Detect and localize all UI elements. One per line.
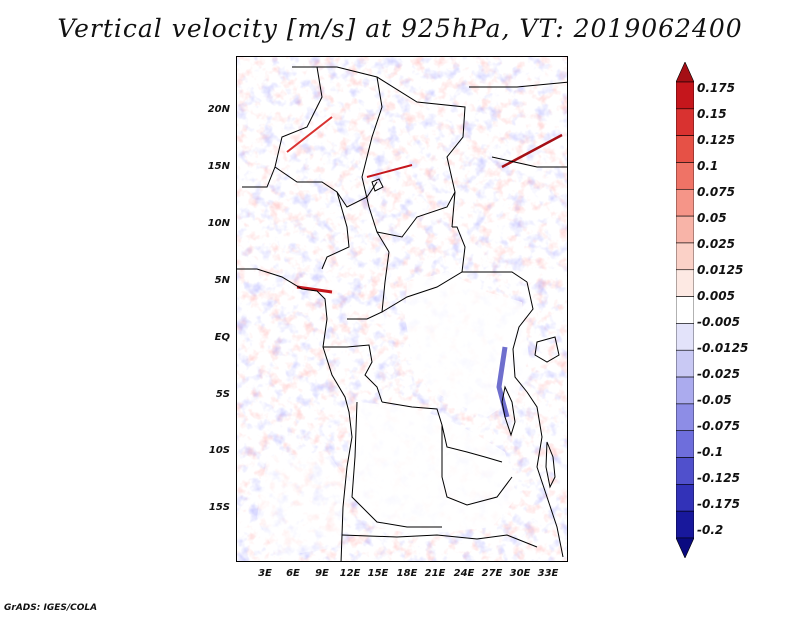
border — [323, 344, 383, 403]
map-plot-area — [236, 56, 568, 562]
lon-tick-label: 15E — [367, 568, 389, 579]
lake-tanganyika — [501, 385, 516, 437]
lon-tick-label: 6E — [286, 568, 300, 579]
lat-tick-label: 15N — [207, 161, 230, 172]
colorbar-label: -0.1 — [697, 445, 724, 459]
colorbar-cell — [676, 215, 694, 244]
lat-tick-label: 15S — [208, 502, 230, 513]
grads-credit: GrADS: IGES/COLA — [4, 603, 98, 613]
border — [381, 401, 503, 463]
colorbar-cell — [676, 188, 694, 217]
convergence-streak — [366, 164, 413, 178]
border — [376, 191, 456, 238]
colorbar-cell — [676, 323, 694, 351]
colorbar-label: -0.0125 — [697, 341, 749, 355]
lon-tick-label: 3E — [258, 568, 272, 579]
colorbar-cell — [676, 269, 694, 297]
lon-tick-label: 21E — [424, 568, 446, 579]
colorbar-label: -0.05 — [697, 393, 732, 407]
country-borders — [237, 66, 567, 561]
lat-tick-label: EQ — [214, 332, 230, 343]
colorbar-label: 0.05 — [697, 211, 727, 225]
colorbar — [676, 62, 694, 558]
colorbar-cell — [676, 81, 694, 110]
border — [351, 401, 442, 528]
border — [452, 226, 466, 273]
descent-band — [496, 346, 510, 418]
colorbar-label: 0.0125 — [697, 263, 744, 277]
colorbar-cell — [676, 349, 694, 378]
colorbar-label: -0.025 — [697, 367, 740, 381]
lake-malawi — [545, 441, 556, 489]
vertical-velocity-map — [237, 57, 567, 561]
colorbar-cell — [676, 376, 694, 405]
lon-tick-label: 18E — [396, 568, 418, 579]
colorbar-cell — [676, 403, 694, 432]
colorbar-label: 0.075 — [697, 185, 735, 199]
lon-tick-label: 30E — [509, 568, 531, 579]
colorbar-label: 0.125 — [697, 133, 735, 147]
colorbar-label: -0.125 — [697, 471, 740, 485]
colorbar-label: -0.175 — [697, 497, 740, 511]
border — [491, 156, 567, 168]
colorbar-label: -0.2 — [697, 523, 724, 537]
border — [526, 391, 564, 558]
lake-victoria — [534, 336, 560, 363]
colorbar-label: -0.005 — [697, 315, 740, 329]
lat-tick-label: 10N — [207, 218, 230, 229]
convergence-streak — [296, 285, 333, 294]
colorbar-label: 0.175 — [697, 81, 735, 95]
lake-chad — [371, 178, 384, 192]
lon-tick-label: 24E — [453, 568, 475, 579]
near-zero-region-south — [347, 402, 517, 535]
lat-tick-label: 5S — [215, 389, 230, 400]
colorbar-cell — [676, 457, 694, 485]
border — [242, 66, 323, 188]
lat-tick-label: 5N — [214, 275, 230, 286]
border — [441, 425, 513, 506]
colorbar-label: 0.025 — [697, 237, 735, 251]
colorbar-cell — [676, 162, 694, 190]
colorbar-cell — [676, 296, 694, 324]
colorbar-cell — [676, 484, 694, 512]
border — [292, 66, 466, 228]
figure-title: Vertical velocity [m/s] at 925hPa, VT: 2… — [57, 14, 743, 43]
lon-tick-label: 33E — [537, 568, 559, 579]
lon-tick-label: 9E — [315, 568, 329, 579]
colorbar-label: -0.075 — [697, 419, 740, 433]
lon-tick-label: 12E — [339, 568, 361, 579]
colorbar-cell — [676, 537, 694, 558]
convergence-streak — [286, 116, 333, 153]
colorbar-cell — [676, 135, 694, 163]
colorbar-cell — [676, 242, 694, 271]
border — [321, 191, 350, 270]
colorbar-label: 0.1 — [697, 159, 719, 173]
lat-tick-label: 10S — [208, 445, 230, 456]
colorbar-label: 0.005 — [697, 289, 735, 303]
colorbar-cell — [676, 510, 694, 539]
lon-tick-label: 27E — [481, 568, 503, 579]
border — [341, 534, 538, 548]
colorbar-cell — [676, 430, 694, 458]
colorbar-label: 0.15 — [697, 107, 727, 121]
border — [469, 81, 567, 88]
near-zero-region-southwest — [257, 452, 352, 557]
colorbar-cell — [676, 62, 694, 83]
colorbar-cell — [676, 108, 694, 136]
lat-tick-label: 20N — [207, 104, 230, 115]
border — [512, 281, 534, 393]
